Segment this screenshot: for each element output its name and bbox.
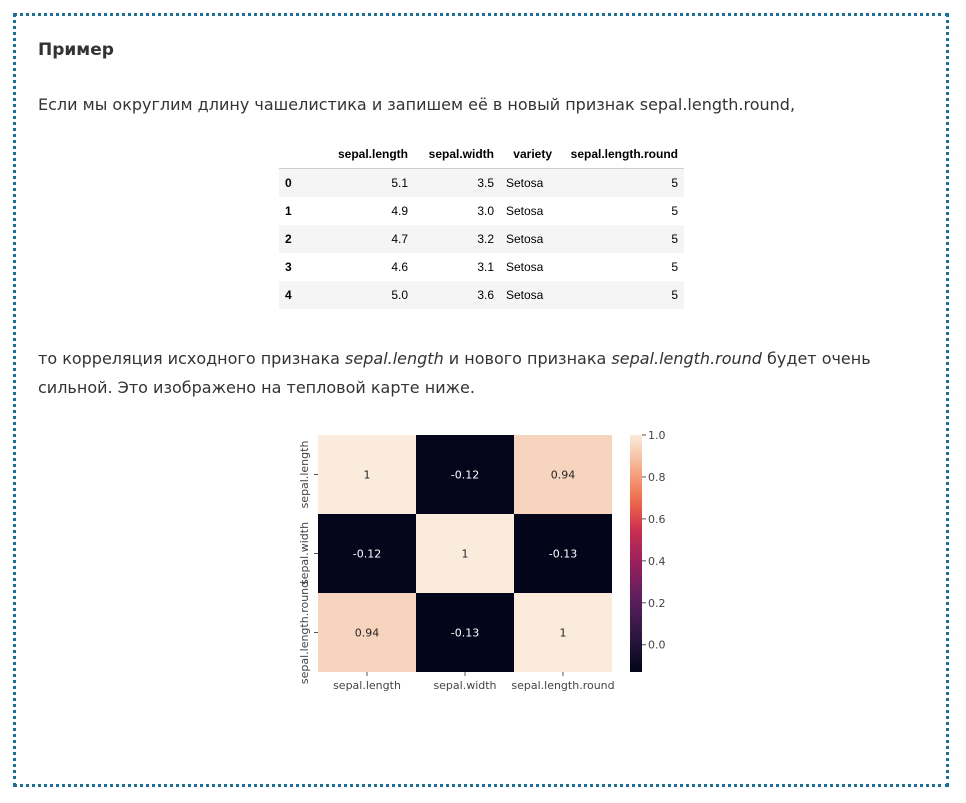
cell-sepal-length: 5.0 [391,288,408,302]
table-row: 0 5.1 3.5 Setosa 5 [279,168,684,197]
table-row: 2 4.7 3.2 Setosa 5 [279,225,684,253]
heatmap-cell-label: 1 [560,627,567,640]
row-index: 0 [285,176,292,190]
cell-variety: Setosa [506,260,544,274]
table-header-variety: variety [500,140,558,169]
heatmap-cell [318,514,416,593]
cell-sepal-width: 3.6 [477,288,494,302]
example-box [13,13,949,787]
table-header-row: sepal.length sepal.width variety sepal.l… [279,140,684,169]
table-row: 4 5.0 3.6 Setosa 5 [279,281,684,309]
x-tick-label: sepal.length.round [511,679,614,692]
y-tick-label: sepal.length.round [298,581,311,684]
heatmap-cell-label: -0.12 [451,469,479,482]
heatmap-cell [416,435,514,514]
row-index: 4 [285,288,292,302]
heatmap-cell-label: 0.94 [551,469,576,482]
heatmap-cell-label: 1 [364,469,371,482]
colorbar-tick-label: 0.6 [648,513,666,526]
colorbar-tick-label: 0.4 [648,555,666,568]
heatmap-cell [416,593,514,672]
cell-sepal-length-round: 5 [671,176,678,190]
correlation-heatmap: 1 -0.12 0.94 -0.12 1 -0.13 0.94 -0.13 1 sepal.len… [298,429,666,692]
conclusion-text-e: будет очень сильной. Это изображено на т… [38,349,871,397]
cell-variety: Setosa [506,176,544,190]
table-row: 1 4.9 3.0 Setosa 5 [279,197,684,225]
row-index: 1 [285,204,292,218]
heatmap-cell [514,435,612,514]
x-tick-label: sepal.width [433,679,496,692]
cell-sepal-length: 4.9 [391,204,408,218]
cell-sepal-width: 3.2 [477,232,494,246]
row-index: 2 [285,232,292,246]
table-header-index [279,140,309,169]
colorbar-tick-label: 0.8 [648,471,666,484]
table-header-sepal-width: sepal.width [414,140,500,169]
heatmap-cell [514,514,612,593]
heatmap-cell-label: -0.13 [451,627,479,640]
row-index: 3 [285,260,292,274]
y-tick-label: sepal.length [298,441,311,509]
cell-sepal-length: 5.1 [391,176,408,190]
conclusion-text-c: и нового признака [443,349,612,368]
y-tick-label: sepal.width [298,522,311,585]
colorbar [630,435,642,672]
feature-name-sepal-length-round: sepal.length.round [611,349,762,368]
feature-name-sepal-length: sepal.length [345,349,444,368]
heatmap-cell-label: -0.13 [549,548,577,561]
cell-variety: Setosa [506,288,544,302]
cell-sepal-width: 3.1 [477,260,494,274]
cell-variety: Setosa [506,232,544,246]
colorbar-tick-label: 1.0 [648,429,666,442]
heatmap-cell [318,593,416,672]
x-tick-label: sepal.length [333,679,401,692]
conclusion-paragraph: то корреляция исходного признака sepal.l… [38,344,918,402]
table-header-sepal-length-round: sepal.length.round [558,140,684,169]
dataframe-table: sepal.length sepal.width variety sepal.l… [279,140,684,309]
heatmap-cell [416,514,514,593]
section-heading: Пример [38,40,114,60]
cell-sepal-length: 4.7 [391,232,408,246]
colorbar-tick-label: 0.0 [648,639,666,652]
heatmap-cell-label: 1 [462,548,469,561]
cell-sepal-width: 3.0 [477,204,494,218]
conclusion-text-a: то корреляция исходного признака [38,349,346,368]
cell-sepal-length-round: 5 [671,260,678,274]
cell-sepal-length: 4.6 [391,260,408,274]
heatmap-cell [318,435,416,514]
heatmap-cell-label: 0.94 [355,627,380,640]
table-header-sepal-length: sepal.length [309,140,414,169]
cell-sepal-length-round: 5 [671,288,678,302]
cell-sepal-length-round: 5 [671,232,678,246]
intro-paragraph: Если мы округлим длину чашелистика и зап… [38,95,796,114]
cell-variety: Setosa [506,204,544,218]
table-row: 3 4.6 3.1 Setosa 5 [279,253,684,281]
heatmap-cell [514,593,612,672]
colorbar-tick-label: 0.2 [648,597,666,610]
cell-sepal-length-round: 5 [671,204,678,218]
cell-sepal-width: 3.5 [477,176,494,190]
heatmap-cell-label: -0.12 [353,548,381,561]
